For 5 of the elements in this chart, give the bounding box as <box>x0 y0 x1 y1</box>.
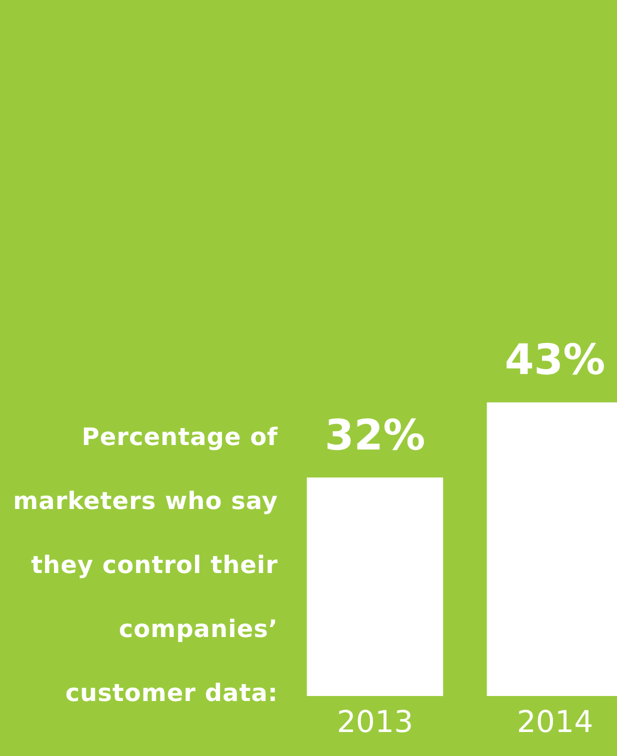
x-tick-label: 2014 <box>516 704 594 740</box>
chart-title: Percentage of marketers who say they control their companies’ customer data: <box>13 423 278 707</box>
data-label: 43% <box>504 335 606 384</box>
data-label: 32% <box>324 410 426 460</box>
x-tick-label: 2013 <box>336 704 414 740</box>
